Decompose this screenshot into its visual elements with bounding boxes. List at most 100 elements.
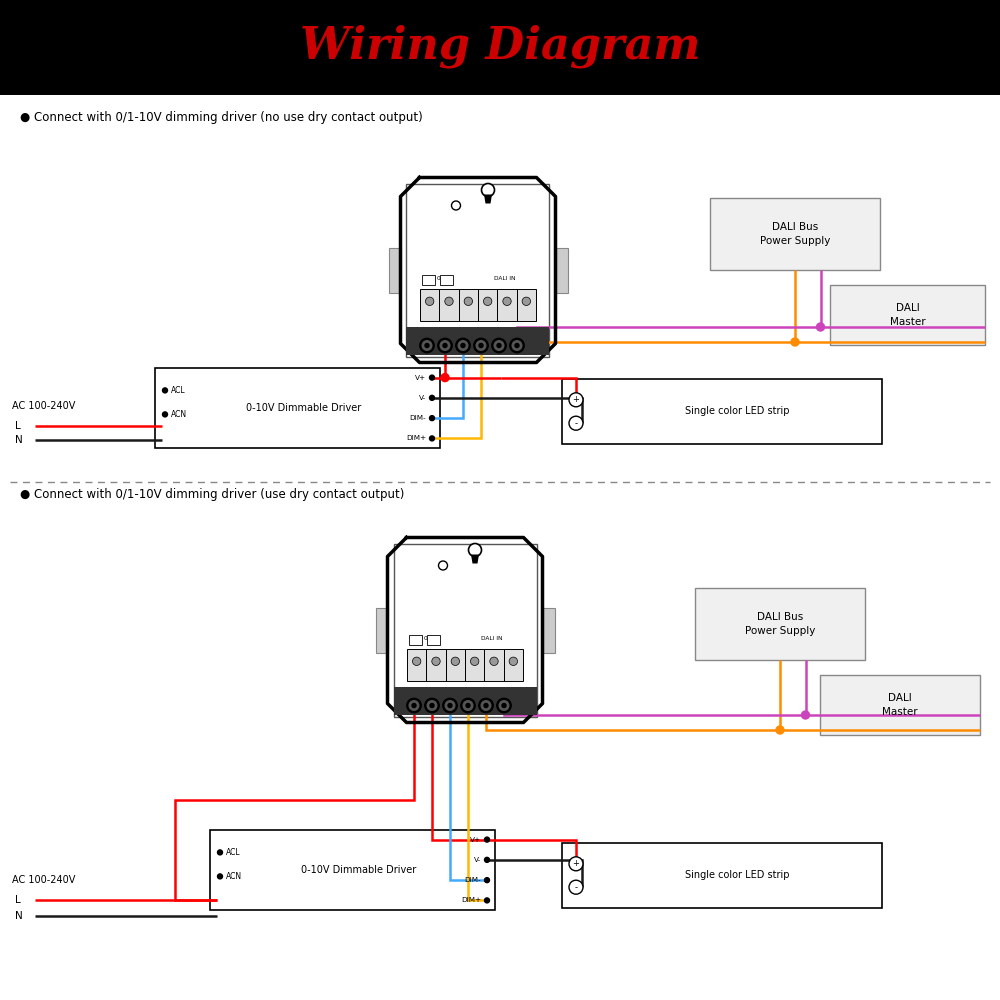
Circle shape bbox=[427, 701, 437, 710]
Text: ● Connect with 0/1-10V dimming driver (use dry contact output): ● Connect with 0/1-10V dimming driver (u… bbox=[20, 488, 404, 501]
Circle shape bbox=[569, 393, 583, 407]
Circle shape bbox=[438, 338, 452, 353]
Circle shape bbox=[492, 338, 506, 353]
Text: 0-10V Dimmable Driver: 0-10V Dimmable Driver bbox=[246, 403, 361, 413]
Circle shape bbox=[422, 341, 432, 350]
Circle shape bbox=[499, 701, 509, 710]
Circle shape bbox=[430, 416, 434, 421]
FancyBboxPatch shape bbox=[695, 588, 865, 660]
Circle shape bbox=[569, 416, 583, 430]
Text: DALI
Master: DALI Master bbox=[890, 303, 925, 327]
Circle shape bbox=[461, 344, 465, 348]
FancyBboxPatch shape bbox=[409, 634, 422, 644]
Circle shape bbox=[515, 344, 519, 348]
Text: ACN: ACN bbox=[171, 410, 187, 419]
Text: +: + bbox=[573, 395, 579, 404]
Circle shape bbox=[497, 344, 501, 348]
Circle shape bbox=[430, 704, 434, 708]
Polygon shape bbox=[471, 554, 479, 564]
Circle shape bbox=[509, 657, 518, 666]
Polygon shape bbox=[388, 538, 543, 722]
Circle shape bbox=[484, 898, 490, 903]
FancyBboxPatch shape bbox=[710, 198, 880, 270]
Text: L: L bbox=[15, 421, 21, 431]
Circle shape bbox=[432, 657, 440, 666]
Circle shape bbox=[476, 341, 486, 350]
Circle shape bbox=[461, 698, 475, 713]
Circle shape bbox=[451, 657, 460, 666]
FancyBboxPatch shape bbox=[484, 648, 504, 680]
Circle shape bbox=[494, 341, 504, 350]
Text: V+: V+ bbox=[415, 375, 426, 381]
FancyBboxPatch shape bbox=[497, 288, 517, 320]
Circle shape bbox=[484, 857, 490, 862]
Circle shape bbox=[569, 857, 583, 871]
FancyBboxPatch shape bbox=[422, 274, 435, 284]
Circle shape bbox=[218, 850, 223, 855]
Text: ● Connect with 0/1-10V dimming driver (no use dry contact output): ● Connect with 0/1-10V dimming driver (n… bbox=[20, 111, 423, 124]
FancyBboxPatch shape bbox=[440, 274, 453, 284]
Text: N: N bbox=[15, 911, 23, 921]
Text: V+: V+ bbox=[470, 837, 481, 843]
Circle shape bbox=[218, 874, 223, 879]
FancyBboxPatch shape bbox=[376, 607, 388, 652]
Circle shape bbox=[409, 701, 419, 710]
FancyBboxPatch shape bbox=[426, 648, 446, 680]
Text: Single color LED strip: Single color LED strip bbox=[685, 406, 789, 416]
Text: N: N bbox=[15, 435, 23, 445]
Circle shape bbox=[425, 297, 434, 306]
FancyBboxPatch shape bbox=[388, 247, 400, 292]
Circle shape bbox=[430, 436, 434, 441]
Text: AC 100-240V: AC 100-240V bbox=[12, 401, 75, 411]
Circle shape bbox=[490, 657, 498, 666]
Text: +: + bbox=[573, 859, 579, 868]
Text: DALI IN: DALI IN bbox=[481, 636, 503, 641]
Circle shape bbox=[479, 344, 483, 348]
Circle shape bbox=[162, 412, 168, 417]
Polygon shape bbox=[400, 178, 556, 362]
FancyBboxPatch shape bbox=[406, 184, 549, 357]
Circle shape bbox=[412, 657, 421, 666]
Circle shape bbox=[791, 338, 799, 346]
Circle shape bbox=[430, 375, 434, 380]
Circle shape bbox=[463, 701, 473, 710]
Circle shape bbox=[456, 338, 470, 353]
Circle shape bbox=[484, 704, 488, 708]
Circle shape bbox=[484, 878, 490, 883]
Text: Single color LED strip: Single color LED strip bbox=[685, 870, 789, 880]
Text: -: - bbox=[574, 419, 578, 428]
Circle shape bbox=[452, 201, 461, 210]
Circle shape bbox=[816, 323, 824, 331]
Circle shape bbox=[443, 344, 447, 348]
Text: V-: V- bbox=[474, 857, 481, 863]
Circle shape bbox=[448, 704, 452, 708]
FancyBboxPatch shape bbox=[465, 648, 484, 680]
FancyBboxPatch shape bbox=[394, 686, 536, 714]
Text: -: - bbox=[574, 883, 578, 892]
Circle shape bbox=[484, 837, 490, 842]
FancyBboxPatch shape bbox=[407, 648, 426, 680]
FancyBboxPatch shape bbox=[459, 288, 478, 320]
Circle shape bbox=[407, 698, 421, 713]
Text: ACL: ACL bbox=[226, 848, 241, 857]
Circle shape bbox=[441, 374, 449, 382]
Circle shape bbox=[776, 726, 784, 734]
Circle shape bbox=[497, 698, 511, 713]
FancyBboxPatch shape bbox=[562, 379, 882, 444]
Circle shape bbox=[458, 341, 468, 350]
Text: DALI Bus
Power Supply: DALI Bus Power Supply bbox=[760, 222, 830, 246]
FancyBboxPatch shape bbox=[478, 288, 497, 320]
Text: 0-10V: 0-10V bbox=[436, 275, 454, 280]
Text: ACN: ACN bbox=[226, 872, 242, 881]
FancyBboxPatch shape bbox=[406, 326, 549, 355]
Text: ACL: ACL bbox=[171, 386, 186, 395]
FancyBboxPatch shape bbox=[830, 285, 985, 345]
Circle shape bbox=[439, 561, 448, 570]
Text: 0-10V Dimmable Driver: 0-10V Dimmable Driver bbox=[301, 865, 416, 875]
Circle shape bbox=[512, 341, 522, 350]
Circle shape bbox=[425, 698, 439, 713]
Circle shape bbox=[479, 698, 493, 713]
FancyBboxPatch shape bbox=[556, 247, 568, 292]
Circle shape bbox=[510, 338, 524, 353]
Circle shape bbox=[445, 701, 455, 710]
